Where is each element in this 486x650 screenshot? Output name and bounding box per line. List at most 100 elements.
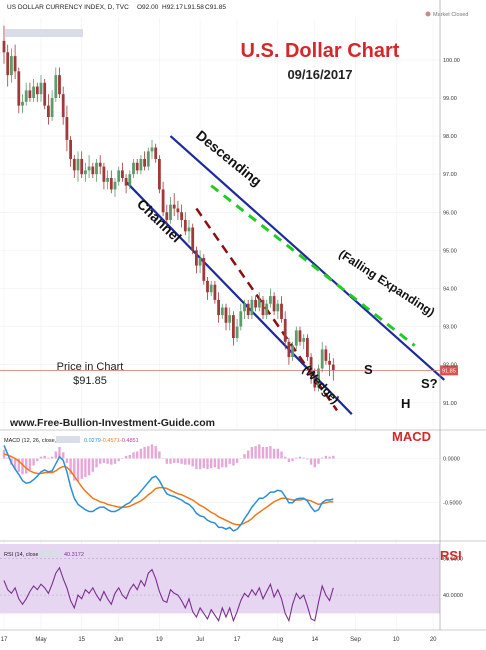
candle-body: [32, 86, 35, 98]
macd-histogram-bar: [158, 451, 161, 459]
candle-body: [10, 56, 13, 76]
candle: [298, 326, 302, 346]
macd-histogram-bar: [106, 458, 109, 464]
macd-histogram-bar: [99, 458, 102, 464]
candle: [10, 48, 13, 83]
macd-histogram-bar: [280, 451, 283, 459]
candle: [135, 158, 139, 175]
macd-histogram-bar: [306, 458, 309, 460]
macd-histogram-bar: [187, 458, 191, 465]
candle: [32, 78, 35, 102]
date-tick-label: 19: [156, 637, 163, 643]
macd-line: [3, 445, 334, 532]
candle-body: [317, 368, 320, 388]
macd-histogram-bar: [224, 458, 228, 468]
macd-histogram-bar: [58, 447, 61, 459]
candle-body: [124, 178, 128, 186]
candle: [2, 25, 6, 64]
candle-body: [291, 345, 294, 358]
macd-histogram-bar: [136, 451, 139, 459]
date-tick-label: 14: [311, 637, 318, 643]
candle: [165, 204, 169, 224]
macd-histogram-bar: [124, 455, 128, 459]
candle-body: [243, 303, 246, 312]
candle: [246, 299, 250, 319]
candle-body: [213, 284, 217, 300]
candle-body: [302, 338, 306, 342]
macd-toolbar[interactable]: [56, 436, 80, 443]
candle: [187, 219, 191, 243]
candle: [106, 170, 109, 190]
macd-histogram-bar: [247, 450, 250, 459]
macd-histogram-bar: [269, 446, 272, 459]
candle: [39, 75, 43, 102]
candle-body: [17, 71, 21, 106]
candle: [224, 303, 228, 331]
candle-body: [287, 341, 291, 358]
candle-body: [280, 303, 283, 319]
price-tick-label: 98.00: [443, 134, 457, 140]
macd-value-2: -0.4571: [101, 438, 120, 444]
candle: [150, 139, 154, 159]
pattern-head: H: [401, 396, 410, 411]
macd-histogram-bar: [243, 454, 246, 459]
candle-body: [121, 170, 124, 178]
macd-histogram-bar: [143, 447, 146, 459]
candle-body: [272, 296, 276, 312]
candle: [220, 303, 224, 319]
candle: [191, 223, 195, 255]
candle: [283, 311, 287, 350]
candle: [109, 170, 113, 194]
candle-body: [187, 227, 191, 232]
candle-body: [98, 162, 102, 167]
falling-expanding-line: [210, 184, 416, 347]
macd-histogram-bar: [121, 458, 124, 459]
macd-histogram-bar: [13, 458, 17, 470]
candle-body: [54, 75, 58, 98]
candle-body: [232, 315, 235, 338]
macd-histogram-bar: [191, 458, 194, 467]
candle: [47, 94, 50, 125]
rsi-band: [0, 544, 440, 614]
macd-histogram-bar: [239, 458, 242, 459]
candle-body: [191, 227, 195, 251]
candle: [180, 204, 183, 228]
candle: [254, 296, 257, 312]
chart-header: US DOLLAR CURRENCY INDEX, D, TVC O92.00 …: [5, 4, 468, 37]
candle-body: [176, 208, 180, 213]
candle-body: [35, 86, 39, 95]
candle: [21, 94, 24, 114]
candle: [328, 353, 331, 377]
macd-histogram-bar: [217, 458, 220, 470]
indicator-toolbar[interactable]: [5, 29, 83, 37]
macd-histogram-bar: [95, 458, 98, 468]
candle: [320, 341, 324, 373]
candle: [91, 162, 95, 178]
candle-body: [6, 52, 10, 76]
candle-body: [109, 178, 113, 190]
candle: [317, 364, 320, 392]
macd-histogram-bar: [321, 457, 324, 459]
price-tick-label: 94.00: [443, 286, 457, 292]
chart-title: U.S. Dollar Chart: [241, 40, 400, 62]
candle: [17, 67, 21, 114]
candle-body: [283, 318, 287, 342]
candle: [169, 197, 172, 224]
candle-body: [269, 296, 272, 304]
candle: [306, 334, 309, 361]
rsi-toolbar[interactable]: [38, 550, 60, 557]
macd-histogram-bar: [6, 457, 9, 459]
candle-body: [117, 170, 121, 182]
price-in-chart-label: Price in Chart: [57, 361, 124, 373]
candle-body: [246, 303, 250, 316]
price-tick-label: 95.00: [443, 248, 457, 254]
candlestick-series: [2, 25, 335, 392]
candle-body: [87, 166, 91, 171]
macd-histogram-bar: [28, 458, 32, 470]
date-tick-label: 15: [78, 637, 85, 643]
candle: [13, 44, 17, 79]
candle-body: [154, 147, 158, 159]
macd-histogram-bar: [2, 449, 6, 459]
macd-histogram-bar: [258, 444, 261, 459]
candle: [50, 90, 54, 121]
